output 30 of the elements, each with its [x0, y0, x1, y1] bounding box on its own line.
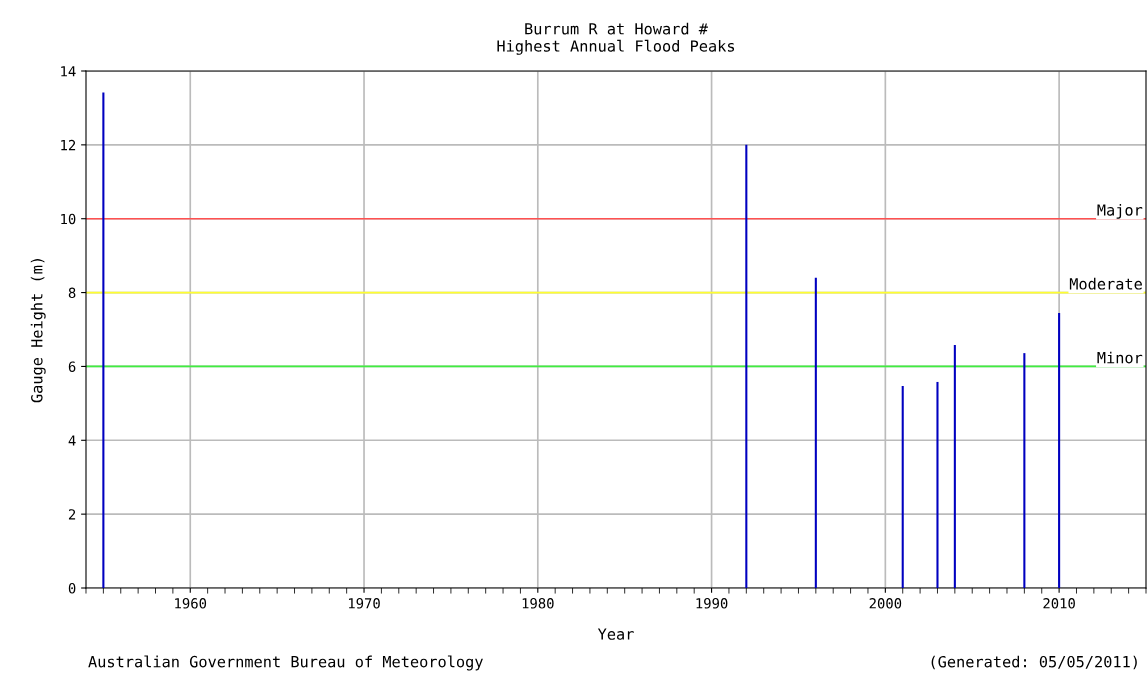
ref-line-label: Minor [1097, 351, 1143, 364]
x-tick-label: 2010 [1043, 598, 1075, 609]
bar [1058, 312, 1061, 588]
y-tick-label: 8 [68, 287, 76, 299]
y-tick-label: 10 [61, 213, 76, 225]
ref-line-label: Moderate [1069, 277, 1142, 290]
x-tick-label: 1970 [348, 598, 380, 609]
bar [953, 345, 956, 588]
x-axis-title: Year [597, 628, 634, 640]
bar [102, 92, 105, 588]
text: Australian Government Bureau of Meteorology [88, 655, 483, 671]
bar [901, 386, 904, 588]
y-tick-label: 6 [68, 361, 76, 372]
bar [936, 381, 939, 588]
y-tick-label: 2 [68, 509, 76, 520]
y-tick-label: 12 [61, 139, 76, 151]
y-tick-label: 0 [68, 583, 76, 594]
bar [1023, 353, 1026, 588]
chart-title: Burrum R at Howard # Highest Annual Flood Peaks [497, 22, 735, 55]
ref-line-label: Major [1097, 203, 1143, 219]
text: (Generated: 05/05/2011) [931, 655, 1137, 670]
x-tick-label: 1960 [175, 598, 207, 609]
bar [814, 277, 817, 588]
bar [745, 144, 748, 588]
y-axis-title: Gauge Height (m) [30, 259, 46, 403]
x-tick-label: 2000 [869, 598, 902, 609]
x-tick-label: 1980 [522, 598, 554, 609]
x-tick-label: 1990 [696, 598, 728, 609]
y-tick-label: 14 [61, 66, 76, 77]
y-tick-label: 4 [68, 435, 76, 446]
